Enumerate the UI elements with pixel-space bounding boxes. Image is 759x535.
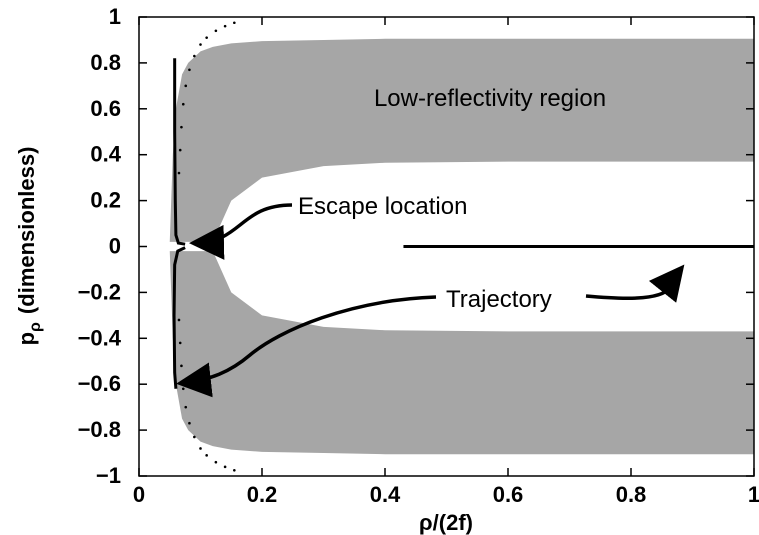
x-tick-label: 1: [748, 482, 759, 507]
y-axis-label-subscript: ρ: [27, 322, 44, 332]
plot-area: [169, 21, 754, 472]
boundary-dot: [214, 460, 218, 464]
boundary-dot: [184, 405, 188, 409]
y-tick-label: 0.4: [90, 142, 121, 167]
boundary-dot: [205, 36, 208, 39]
boundary-dot: [193, 54, 196, 58]
x-tick-label: 0.8: [616, 482, 647, 507]
x-tick-label: 0.2: [247, 482, 278, 507]
y-tick-label: −0.2: [78, 279, 121, 304]
boundary-dot: [205, 454, 208, 457]
y-tick-label: 0.2: [90, 188, 121, 213]
boundary-dot: [199, 43, 202, 46]
boundary-dot: [184, 84, 188, 88]
low-reflectivity-region-lower: [169, 251, 754, 455]
boundary-dot: [199, 447, 202, 450]
boundary-dot: [177, 318, 181, 322]
y-tick-label: −1: [96, 463, 121, 488]
annotation-trajectory: Trajectory: [446, 286, 552, 313]
boundary-dot: [180, 125, 183, 129]
y-axis-label-suffix: (dimensionless): [14, 147, 39, 314]
low-reflectivity-region-upper: [169, 38, 754, 242]
y-tick-label: −0.6: [78, 371, 121, 396]
x-tick-label: 0.6: [493, 482, 524, 507]
boundary-dot: [178, 341, 182, 345]
boundary-dot: [223, 24, 227, 28]
boundary-dot: [188, 68, 191, 72]
y-axis-label: pρ (dimensionless): [14, 147, 44, 346]
boundary-dot: [177, 171, 181, 175]
x-axis-label: ρ/(2f): [419, 510, 473, 535]
trajectory-arrow-right: [585, 264, 685, 303]
boundary-dot: [180, 364, 183, 368]
boundary-dot: [193, 435, 196, 439]
y-tick-label: 0.8: [90, 50, 121, 75]
y-axis-label-main: p: [14, 332, 39, 345]
trajectory-arrow-lower: [176, 295, 437, 398]
boundary-dot: [178, 148, 182, 152]
boundary-dot: [181, 387, 185, 391]
annotation-low-reflectivity: Low-reflectivity region: [374, 85, 606, 112]
y-tick-label: −0.4: [78, 325, 122, 350]
boundary-dot: [214, 29, 218, 33]
x-tick-label: 0: [133, 482, 145, 507]
boundary-dot: [188, 421, 191, 425]
axis-ticks: 0 0.2 0.4 0.6 0.8 1 1 0.8 0.6 0.4 0.2 0 −0.2 −0.4 −0.6…: [78, 4, 759, 507]
boundary-dot: [233, 21, 236, 25]
y-tick-label: 0.6: [90, 96, 121, 121]
y-tick-label: 0: [109, 234, 121, 259]
boundary-dot: [233, 468, 236, 472]
annotation-escape-location: Escape location: [298, 193, 467, 220]
escape-location-arrow: [189, 203, 293, 260]
trajectory-lower-branch: [172, 246, 186, 389]
y-tick-label: 1: [109, 4, 121, 29]
y-axis-label-group: pρ (dimensionless): [14, 147, 44, 346]
boundary-dot: [181, 102, 185, 106]
y-tick-label: −0.8: [78, 417, 121, 442]
boundary-dot: [223, 465, 227, 469]
trajectory-upper-branch: [173, 58, 186, 246]
x-tick-label: 0.4: [370, 482, 401, 507]
